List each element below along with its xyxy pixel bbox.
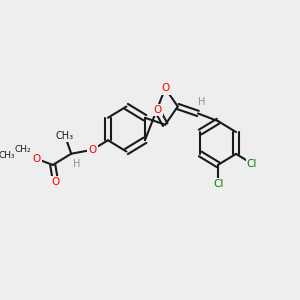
Text: O: O — [32, 154, 41, 164]
Text: CH₂: CH₂ — [14, 145, 31, 154]
Text: CH₃: CH₃ — [56, 131, 74, 141]
Text: O: O — [161, 83, 169, 93]
Text: H: H — [198, 97, 206, 107]
Text: O: O — [88, 145, 96, 155]
Text: O: O — [52, 177, 60, 187]
Text: Cl: Cl — [213, 179, 223, 189]
Text: Cl: Cl — [247, 159, 257, 169]
Text: H: H — [74, 159, 81, 170]
Text: O: O — [153, 105, 161, 115]
Text: CH₃: CH₃ — [0, 152, 15, 160]
